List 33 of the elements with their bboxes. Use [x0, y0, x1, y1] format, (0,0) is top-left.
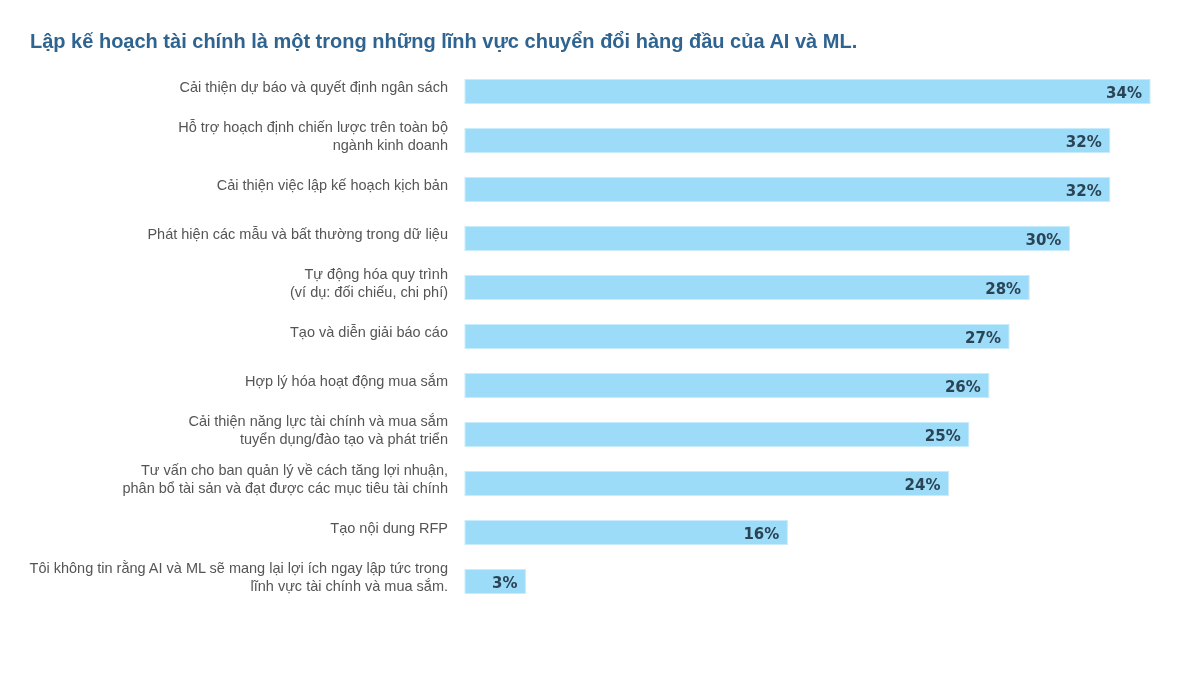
data-label: 25% [924, 426, 961, 445]
y-tick-label: Tôi không tin rằng AI và ML sẽ mang lại lợi ích ngay lập tức trong lĩnh vực tài chính và mua sắm. [29, 559, 448, 594]
chart-title: Lập kế hoạch tài chính là một trong những lĩnh vực chuyển đổi hàng đầu của AI và ML. [30, 30, 858, 52]
y-tick-label: Tự động hóa quy trình (ví dụ: đối chiếu, chi phí) [290, 265, 448, 300]
data-label: 30% [1025, 230, 1062, 249]
y-tick-label: Hợp lý hóa hoạt động mua sắm [245, 372, 448, 389]
y-tick-label: Cải thiện dự báo và quyết định ngân sách [179, 78, 448, 95]
y-tick-label: Tư vấn cho ban quản lý về cách tăng lợi nhuận, phân bổ tài sản và đạt được các mục tiêu tài chính [122, 461, 448, 496]
data-label: 24% [904, 475, 941, 494]
bar [464, 226, 1070, 251]
y-tick-label: Cải thiện việc lập kế hoạch kịch bản [216, 176, 448, 193]
data-label: 16% [743, 524, 780, 543]
bar [464, 324, 1010, 349]
bar [464, 471, 950, 496]
bar [464, 79, 1151, 104]
data-label: 3% [491, 573, 518, 592]
bar [464, 520, 788, 545]
bar [464, 275, 1030, 300]
bar [464, 177, 1111, 202]
y-tick-label: Phát hiện các mẫu và bất thường trong dữ liệu [147, 225, 448, 242]
data-label: 27% [965, 328, 1001, 347]
bar [464, 373, 990, 398]
data-label: 32% [1065, 132, 1102, 151]
data-label: 34% [1106, 83, 1142, 102]
y-tick-label: Tạo và diễn giải báo cáo [290, 323, 448, 340]
y-tick-label: Tạo nội dung RFP [330, 519, 448, 536]
bar [464, 128, 1111, 153]
data-label: 28% [985, 279, 1022, 298]
data-label: 26% [944, 377, 981, 396]
bar [464, 422, 970, 447]
y-tick-label: Hỗ trợ hoạch định chiến lược trên toàn bộ ngành kinh doanh [178, 118, 448, 153]
data-label: 32% [1065, 181, 1102, 200]
y-tick-label: Cải thiện năng lực tài chính và mua sắm tuyển dụng/đào tạo và phát triển [188, 412, 448, 447]
